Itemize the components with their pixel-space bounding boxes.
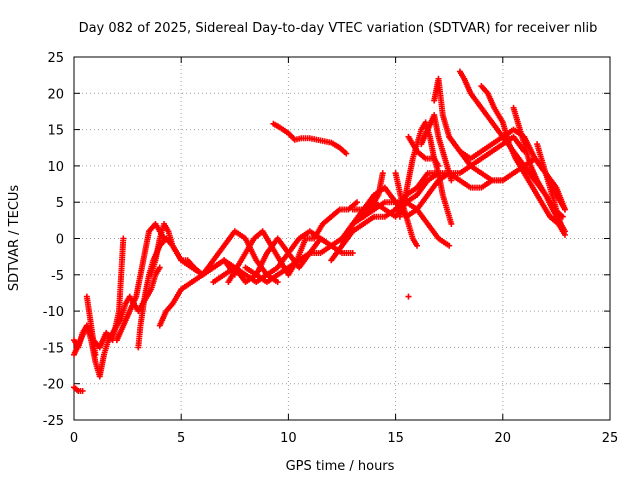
data-point [559, 228, 566, 235]
x-tick-label: 10 [280, 431, 297, 446]
series-track-12 [270, 120, 350, 157]
y-tick-label: 25 [47, 51, 64, 66]
y-tick-label: 15 [47, 124, 64, 139]
series-track-19 [405, 133, 442, 169]
x-tick-label: 20 [495, 431, 512, 446]
y-tick-label: 10 [47, 160, 64, 175]
x-axis-label: GPS time / hours [286, 459, 395, 474]
x-tick-label: 0 [70, 431, 78, 446]
data-point [446, 242, 453, 249]
y-tick-label: -20 [43, 378, 64, 393]
series-outlier-01 [405, 293, 412, 300]
data-point [349, 250, 356, 257]
x-tick-label: 5 [177, 431, 185, 446]
series-track-04 [71, 384, 86, 394]
data-point [274, 279, 281, 286]
data-point [120, 235, 127, 242]
data-point [561, 206, 568, 213]
x-tick-label: 15 [387, 431, 404, 446]
y-tick-label: -25 [43, 414, 64, 429]
series-track-03 [83, 293, 99, 358]
series-track-16 [360, 170, 386, 220]
series-track-05 [113, 220, 168, 344]
y-tick-label: -10 [43, 305, 64, 320]
series-track-07 [148, 220, 281, 286]
axis-ticks: 0 5 10 15 20 25 -25 -20 -15 -10 -5 0 5 10 15 20 25 [43, 51, 619, 446]
series-track-14 [339, 133, 528, 249]
y-tick-label: -5 [51, 269, 64, 284]
series-track-26 [534, 141, 566, 235]
chart-title: Day 082 of 2025, Sidereal Day-to-day VTE… [79, 21, 598, 36]
y-tick-label: 20 [47, 87, 64, 102]
y-axis-label: SDTVAR / TECUs [7, 185, 22, 292]
data-point [405, 293, 412, 300]
data-point [561, 231, 568, 238]
series-track-13 [328, 170, 442, 264]
y-tick-label: 0 [56, 233, 64, 248]
data-point [354, 199, 361, 206]
data-point [92, 351, 99, 358]
data-point [414, 242, 421, 249]
data-point [343, 150, 350, 157]
data-point [448, 220, 455, 227]
data-point [379, 170, 386, 177]
data-point [156, 264, 163, 271]
series-track-20 [418, 112, 455, 184]
series-track-25 [510, 104, 566, 220]
x-tick-label: 25 [602, 431, 619, 446]
y-tick-label: 5 [56, 196, 64, 211]
y-tick-label: -15 [43, 341, 64, 356]
data-point [435, 162, 442, 169]
grid-lines [74, 57, 610, 420]
data-points [71, 68, 568, 394]
data-point [448, 177, 455, 184]
data-point [79, 387, 86, 394]
